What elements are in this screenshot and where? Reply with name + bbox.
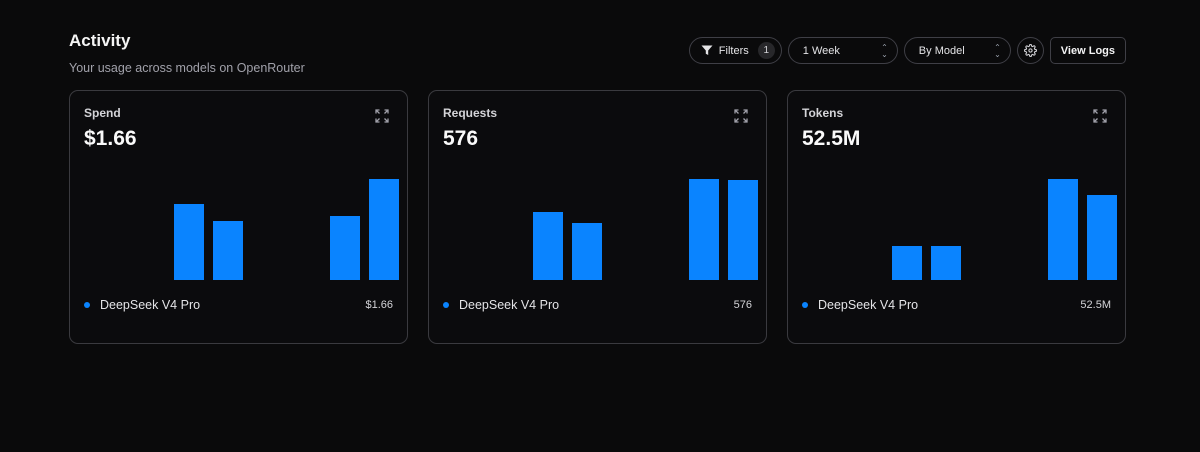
legend-dot	[802, 302, 808, 308]
updown-chevron-icon: ⌃ ⌄	[881, 42, 888, 59]
legend-value: 576	[733, 299, 752, 311]
legend-value: 52.5M	[1080, 299, 1111, 311]
chart-bar[interactable]	[533, 212, 563, 280]
chart-bar[interactable]	[572, 223, 602, 280]
gear-icon	[1023, 44, 1037, 57]
spend-bar-chart	[70, 171, 409, 281]
chart-bar[interactable]	[892, 246, 922, 280]
spend-card: Spend $1.66 DeepSeek V4 Pro $1.66	[69, 90, 408, 344]
legend-model-name: DeepSeek V4 Pro	[818, 298, 919, 312]
toolbar: Filters 1 1 Week ⌃ ⌄ By Model ⌃ ⌄ View Log…	[688, 37, 1126, 64]
requests-card: Requests 576 DeepSeek V4 Pro 576	[428, 90, 767, 344]
card-label: Spend	[84, 106, 121, 120]
expand-icon[interactable]	[1093, 109, 1107, 123]
card-value: 576	[443, 127, 479, 150]
settings-button[interactable]	[1016, 37, 1044, 64]
chart-bar[interactable]	[330, 216, 360, 280]
card-value: 52.5M	[802, 127, 861, 150]
card-label: Tokens	[802, 106, 844, 120]
tokens-card: Tokens 52.5M DeepSeek V4 Pro 52.5M	[787, 90, 1126, 344]
chart-legend: DeepSeek V4 Pro 576	[443, 297, 752, 313]
expand-icon[interactable]	[375, 109, 389, 123]
group-by-select[interactable]: By Model ⌃ ⌄	[903, 37, 1011, 64]
chart-bar[interactable]	[931, 246, 961, 280]
requests-bar-chart	[429, 171, 768, 281]
filter-icon	[701, 45, 713, 55]
page-subtitle: Your usage across models on OpenRouter	[69, 61, 305, 75]
card-label: Requests	[443, 106, 498, 120]
card-value: $1.66	[84, 127, 137, 150]
time-range-value: 1 Week	[802, 44, 840, 57]
chart-legend: DeepSeek V4 Pro 52.5M	[802, 297, 1111, 313]
updown-chevron-icon: ⌃ ⌄	[994, 42, 1001, 59]
chart-bar[interactable]	[369, 179, 399, 280]
time-range-select[interactable]: 1 Week ⌃ ⌄	[787, 37, 898, 64]
filters-count-badge: 1	[757, 42, 775, 59]
chart-bar[interactable]	[213, 221, 243, 280]
chart-bar[interactable]	[728, 180, 758, 280]
legend-dot	[443, 302, 449, 308]
filters-button[interactable]: Filters 1	[688, 37, 782, 64]
legend-dot	[84, 302, 90, 308]
legend-value: $1.66	[365, 299, 393, 311]
group-by-value: By Model	[918, 44, 965, 57]
chart-bar[interactable]	[1087, 195, 1117, 280]
chart-legend: DeepSeek V4 Pro $1.66	[84, 297, 393, 313]
chart-bar[interactable]	[1048, 179, 1078, 280]
view-logs-button[interactable]: View Logs	[1049, 37, 1126, 64]
chart-bar[interactable]	[174, 204, 204, 280]
legend-model-name: DeepSeek V4 Pro	[100, 298, 201, 312]
expand-icon[interactable]	[734, 109, 748, 123]
chart-bar[interactable]	[689, 179, 719, 280]
filters-label: Filters	[718, 44, 749, 57]
tokens-bar-chart	[788, 171, 1127, 281]
page-title: Activity	[69, 31, 131, 50]
legend-model-name: DeepSeek V4 Pro	[459, 298, 560, 312]
